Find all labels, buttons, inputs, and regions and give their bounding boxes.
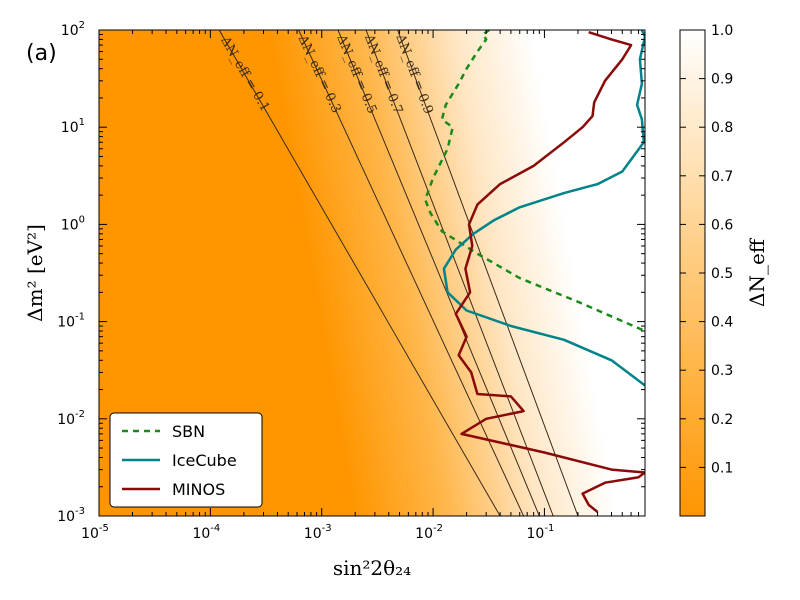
panel-label: (a) [26, 41, 57, 66]
series-sbn [423, 30, 645, 333]
colorbar-tick-label: 0.9 [711, 72, 733, 88]
colorbar-tick-label: 0.7 [711, 169, 733, 185]
contour-line [397, 30, 579, 516]
colorbar-label: ΔN_eff [745, 237, 769, 307]
colorbar: 0.1 0.2 0.3 0.4 0.5 0.6 0.7 0.8 0.9 1.0 ΔN_eff [679, 23, 769, 517]
legend-box [109, 412, 263, 508]
x-tick-label: 10-5 [81, 523, 109, 542]
colorbar-tick-label: 0.1 [711, 460, 733, 476]
series-icecube [442, 30, 645, 387]
contour-line [218, 30, 501, 516]
colorbar-tick-label: 0.2 [711, 412, 733, 428]
colorbar-tick-label: 0.6 [711, 217, 733, 233]
y-tick-label: 100 [61, 214, 85, 233]
legend-label-sbn: SBN [172, 422, 205, 441]
y-axis-label: Δm² [eV²] [23, 224, 47, 322]
colorbar-tick-label: 0.4 [711, 315, 733, 331]
y-tick-label: 10-3 [57, 506, 85, 525]
y-tick-label: 10-1 [57, 312, 85, 331]
data-series [423, 30, 645, 513]
colorbar-tick-label: 0.5 [711, 266, 733, 282]
x-tick-label: 10-4 [192, 523, 220, 542]
plot-frame [98, 29, 646, 517]
y-tick-label: 102 [61, 20, 85, 39]
colorbar-tick-label: 1.0 [711, 23, 733, 39]
legend-label-minos: MINOS [172, 480, 225, 499]
x-tick-label: 10-1 [527, 523, 555, 542]
contour-line [365, 30, 554, 516]
colorbar-tick-label: 0.8 [711, 120, 733, 136]
contour-line [337, 30, 540, 516]
colorbar-tick-label: 0.3 [711, 363, 733, 379]
y-tick-label: 10-2 [57, 409, 85, 428]
x-tick-label: 10-2 [415, 523, 443, 542]
x-axis-label: sin²2θ₂₄ [333, 556, 411, 580]
x-tick-label: 10-3 [304, 523, 332, 542]
y-tick-label: 101 [61, 117, 85, 136]
colorbar-ticks: 0.1 0.2 0.3 0.4 0.5 0.6 0.7 0.8 0.9 1.0 [680, 23, 733, 476]
legend: SBN IceCube MINOS [109, 412, 263, 508]
legend-label-icecube: IceCube [172, 451, 237, 470]
y-axis-ticks: 10-3 10-2 10-1 100 101 102 [57, 20, 645, 525]
series-minos [454, 31, 645, 513]
contour-line [298, 30, 525, 516]
contour-lines [218, 30, 579, 516]
